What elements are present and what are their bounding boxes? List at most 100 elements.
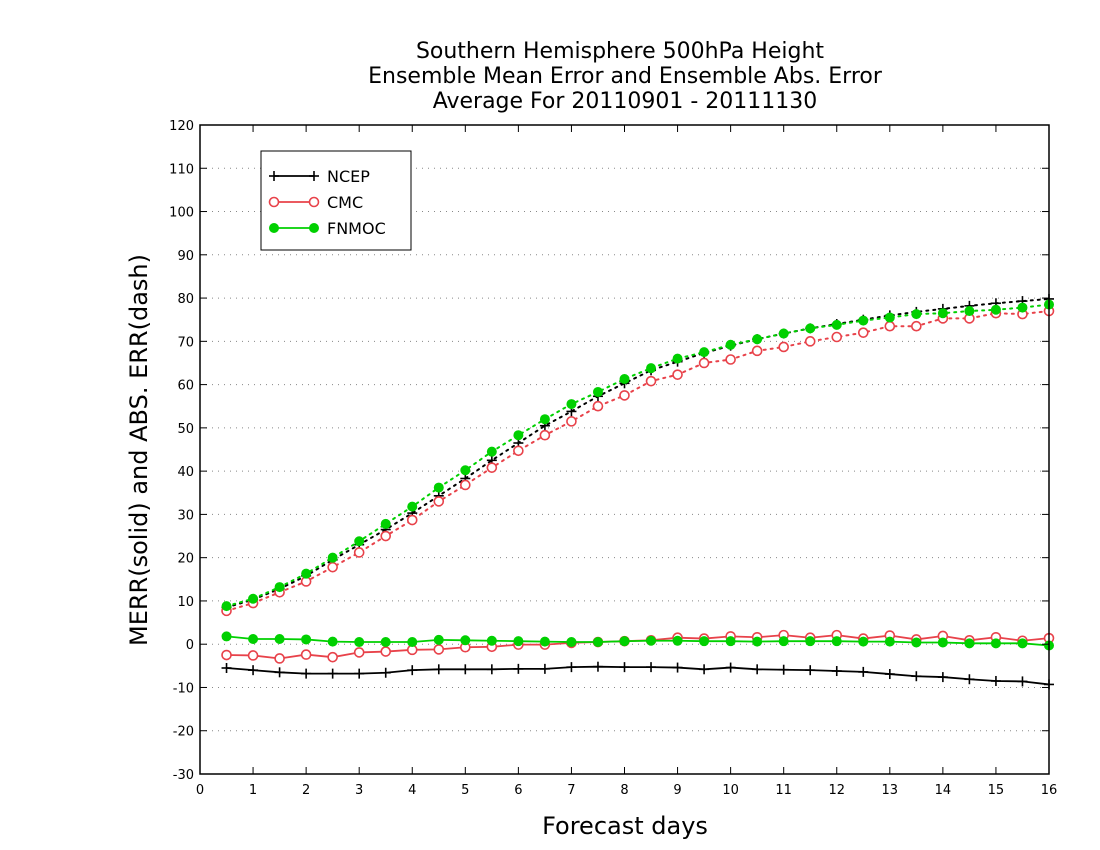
- cmc-merr-point: [221, 649, 232, 661]
- fnmoc-abs-err-point: [752, 334, 763, 345]
- cmc-merr-line: [226, 634, 1050, 660]
- fnmoc-merr-point: [858, 636, 869, 647]
- x-tick-label: 14: [935, 783, 952, 798]
- cmc-merr-point: [353, 647, 365, 658]
- cmc-abs-err-point: [406, 514, 418, 526]
- fnmoc-abs-err-point: [672, 353, 683, 364]
- cmc-abs-err-point: [486, 462, 498, 473]
- fnmoc-abs-err-point: [646, 363, 657, 374]
- x-tick-label: 8: [620, 783, 628, 798]
- cmc-abs-err-point: [327, 561, 338, 573]
- fnmoc-abs-err-point: [221, 601, 232, 612]
- fnmoc-abs-err-point: [778, 328, 789, 339]
- ncep-merr-point: [752, 664, 763, 675]
- legend-label-cmc: CMC: [327, 193, 363, 212]
- cmc-abs-err-point: [592, 400, 604, 412]
- x-tick-label: 0: [196, 783, 204, 798]
- cmc-abs-err-point: [857, 327, 869, 338]
- y-tick-label: 110: [169, 162, 194, 177]
- fnmoc-merr-point: [778, 636, 789, 647]
- ncep-merr-line: [226, 665, 1050, 686]
- y-tick-label: 30: [177, 508, 194, 523]
- ncep-merr-point: [805, 665, 816, 676]
- cmc-merr-point: [247, 650, 259, 661]
- fnmoc-merr-point: [566, 637, 577, 648]
- ncep-merr-point: [354, 668, 365, 679]
- fnmoc-abs-err-point: [380, 518, 391, 529]
- y-tick-label: 120: [169, 119, 194, 134]
- fnmoc-abs-err-point: [911, 309, 922, 320]
- fnmoc-abs-err-point: [884, 312, 895, 323]
- fnmoc-merr-point: [937, 637, 948, 648]
- fnmoc-abs-err-point: [619, 373, 630, 384]
- fnmoc-merr-point: [274, 634, 285, 645]
- fnmoc-merr-point: [327, 636, 338, 647]
- ncep-merr-point: [725, 662, 736, 673]
- ncep-merr-point: [566, 662, 577, 673]
- fnmoc-merr-point: [513, 636, 524, 647]
- y-tick-label: 60: [177, 379, 194, 394]
- fnmoc-merr-point: [460, 635, 471, 646]
- fnmoc-merr-point: [221, 631, 232, 642]
- ncep-merr-point: [1017, 676, 1028, 687]
- fnmoc-abs-err-line: [225, 303, 1050, 608]
- fnmoc-abs-err-point: [301, 568, 312, 579]
- ncep-merr-point: [380, 667, 391, 678]
- x-tick-label: 11: [775, 783, 792, 798]
- y-tick-label: 70: [177, 335, 194, 350]
- ncep-merr-point: [672, 662, 683, 673]
- x-tick-label: 1: [249, 783, 257, 798]
- legend-marker-cmc: [308, 196, 320, 208]
- y-tick-label: 20: [177, 552, 194, 567]
- x-tick-label: 2: [302, 783, 310, 798]
- x-tick-label: 9: [673, 783, 681, 798]
- fnmoc-abs-err-point: [937, 308, 948, 319]
- fnmoc-merr-point: [646, 635, 657, 646]
- fnmoc-abs-err-point: [964, 306, 975, 317]
- ncep-merr-point: [248, 665, 259, 676]
- x-tick-label: 3: [355, 783, 363, 798]
- fnmoc-abs-err-point: [460, 465, 471, 476]
- x-tick-label: 16: [1041, 783, 1058, 798]
- fnmoc-merr-point: [672, 635, 683, 646]
- fnmoc-merr-point: [354, 637, 365, 648]
- fnmoc-abs-err-point: [486, 446, 497, 457]
- fnmoc-abs-err-point: [858, 315, 869, 326]
- x-tick-label: 7: [567, 783, 575, 798]
- y-tick-label: -30: [173, 768, 194, 783]
- fnmoc-merr-point: [884, 636, 895, 647]
- ncep-merr-point: [646, 662, 657, 673]
- legend-marker-fnmoc: [309, 223, 319, 233]
- ncep-merr-point: [911, 671, 922, 682]
- fnmoc-merr-point: [539, 636, 550, 647]
- fnmoc-abs-err-point: [566, 399, 577, 410]
- ncep-merr-point: [407, 665, 418, 676]
- ncep-abs-err-line: [225, 297, 1050, 609]
- ncep-merr-point: [460, 664, 471, 675]
- fnmoc-abs-err-point: [990, 304, 1001, 315]
- ncep-merr-point: [619, 662, 630, 673]
- fnmoc-abs-err-point: [274, 582, 285, 593]
- cmc-abs-err-point: [353, 547, 365, 558]
- fnmoc-merr-point: [752, 636, 763, 647]
- fnmoc-merr-point: [831, 636, 842, 647]
- y-tick-label: 40: [177, 465, 194, 480]
- ncep-merr-point: [831, 666, 842, 677]
- y-tick-label: 90: [177, 249, 194, 264]
- fnmoc-abs-err-point: [407, 501, 418, 512]
- cmc-merr-point: [433, 644, 445, 655]
- x-tick-label: 6: [514, 783, 522, 798]
- y-axis-label: MERR(solid) and ABS. ERR(dash): [125, 254, 153, 646]
- title-line-3: Average For 20110901 - 20111130: [433, 89, 818, 114]
- legend-marker-fnmoc: [269, 223, 279, 233]
- x-tick-label: 4: [408, 783, 416, 798]
- legend: NCEP CMC FNMOC: [260, 150, 412, 251]
- fnmoc-merr-point: [964, 638, 975, 649]
- fnmoc-abs-err-point: [513, 430, 524, 441]
- y-tick-label: 50: [177, 422, 194, 437]
- fnmoc-merr-point: [248, 634, 259, 645]
- ncep-merr-point: [937, 672, 948, 683]
- fnmoc-merr-point: [301, 634, 312, 645]
- ncep-merr-point: [327, 668, 338, 679]
